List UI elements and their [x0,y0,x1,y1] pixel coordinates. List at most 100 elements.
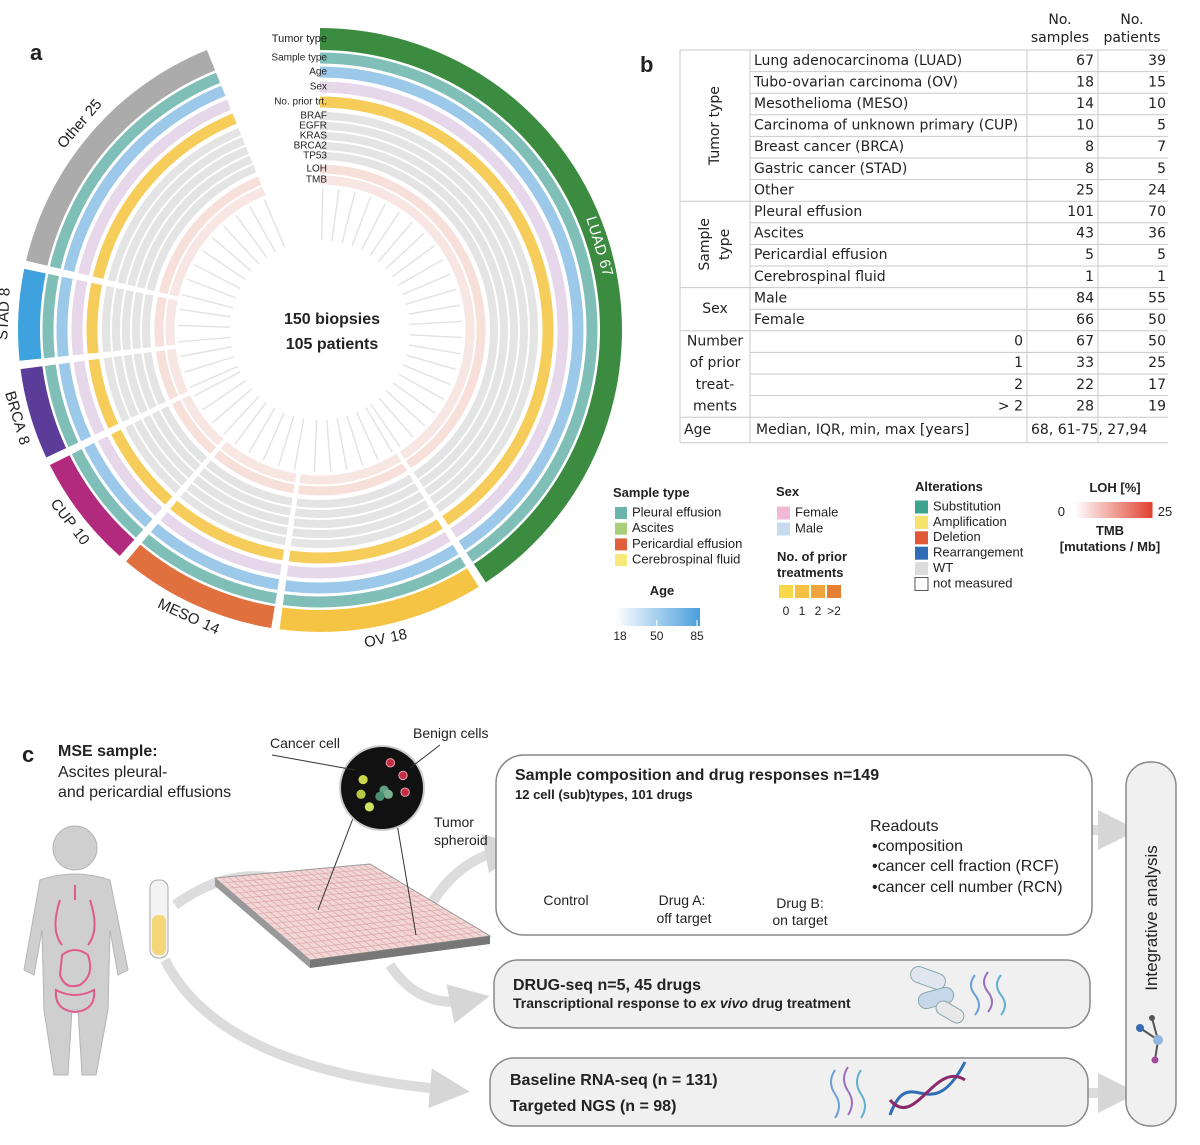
readout: •cancer cell number (RCN) [872,879,1063,896]
tumor-name: STAD [0,301,13,341]
legend-swatch [615,507,627,519]
spoke [193,371,241,397]
spoke [249,206,277,253]
loh-tick-label: 0 [1058,504,1065,519]
legend-swatch [915,546,928,560]
track-ring [205,460,293,506]
spoke [331,189,340,241]
plate-grid-line [268,904,438,925]
cell: 50 [1148,312,1166,328]
pills [910,966,965,1024]
spoke [385,390,426,427]
group-label: Tumor type [707,86,723,166]
track-ring [284,544,459,594]
track-ring [73,360,105,435]
tumor-count: 14 [200,616,222,638]
spoke [402,364,452,386]
legend-title: No. of prior [777,549,847,564]
track-ring [84,442,153,528]
spoke [385,232,425,270]
plate [213,799,492,968]
track-ring [169,186,266,297]
spoke [365,407,393,453]
sample-title: MSE sample: [58,743,158,760]
spoke [187,278,237,299]
track-label: Age [309,67,327,78]
track-ring [292,500,430,538]
plate-grid-line [250,890,416,910]
legend-label: not measured [933,575,1013,590]
legend-label: Female [795,504,838,519]
row-label: Other [754,182,794,198]
track-label: LOH [306,164,327,175]
cell: 17 [1148,377,1166,393]
tumor-count: 25 [82,96,106,120]
box [495,754,1093,936]
spoke [223,395,260,435]
cell: 19 [1148,398,1166,414]
spoke [235,215,268,258]
track-ring [288,519,443,564]
spoke [262,412,285,461]
track-ring [220,441,297,483]
row-label: Pleural effusion [754,204,862,220]
panel-label: a [30,40,43,65]
condition: Drug B: [776,895,823,911]
spoke [409,320,462,326]
cell: 5 [1157,161,1166,177]
track-ring [71,279,88,356]
cell [356,789,366,799]
spoke [313,419,318,472]
cell [375,791,385,802]
legend-label: 2 [815,604,822,618]
cell: 14 [1076,96,1094,112]
cell: 43 [1076,226,1094,242]
legend-label: 1 [799,604,806,618]
box [1125,761,1177,1127]
track-ring [111,429,173,505]
row-label: Pericardial effusion [754,247,887,263]
track-ring [160,512,282,576]
group-label: type [717,229,733,260]
pointer [271,754,356,771]
cell: 1 [1085,269,1094,285]
legend-title: TMB [1096,523,1124,538]
group-label: Number [687,334,743,350]
age-tick-label: 85 [690,629,704,643]
row-label: Ascites [754,226,804,242]
column-header: No. [1120,12,1143,28]
track-ring [92,113,237,279]
pointer [394,811,417,936]
pointer [409,744,441,769]
plate-grid-line [238,881,401,899]
track-ring [142,414,194,479]
plate-grid-line [298,926,476,951]
track-ring [142,294,154,349]
legend-label: >2 [827,604,841,618]
cell: 24 [1148,182,1166,198]
track-ring [143,352,166,406]
spoke [178,336,231,343]
column-header: No. [1048,12,1071,28]
loh-tick-label: 25 [1158,504,1172,519]
organs [54,885,96,1014]
cell: 8 [1085,139,1094,155]
legend-label: Cerebrospinal fluid [632,552,740,567]
track-ring [166,348,189,396]
column-header: patients [1103,30,1160,46]
cell [383,789,393,799]
track-ring [123,354,148,414]
spoke [406,354,457,371]
track-ring [71,449,144,538]
track-ring [192,475,290,526]
plate-grid-line [244,886,408,904]
spoke [408,344,461,355]
track-ring [141,534,277,604]
condition: Drug A: [659,892,706,908]
box-title: DRUG-seq n=5, 45 drugs [513,977,701,994]
sample-text: Ascites pleural- [58,764,167,781]
track-ring [154,296,167,347]
track-label: TP53 [303,151,327,162]
legend-label: Pleural effusion [632,504,721,519]
